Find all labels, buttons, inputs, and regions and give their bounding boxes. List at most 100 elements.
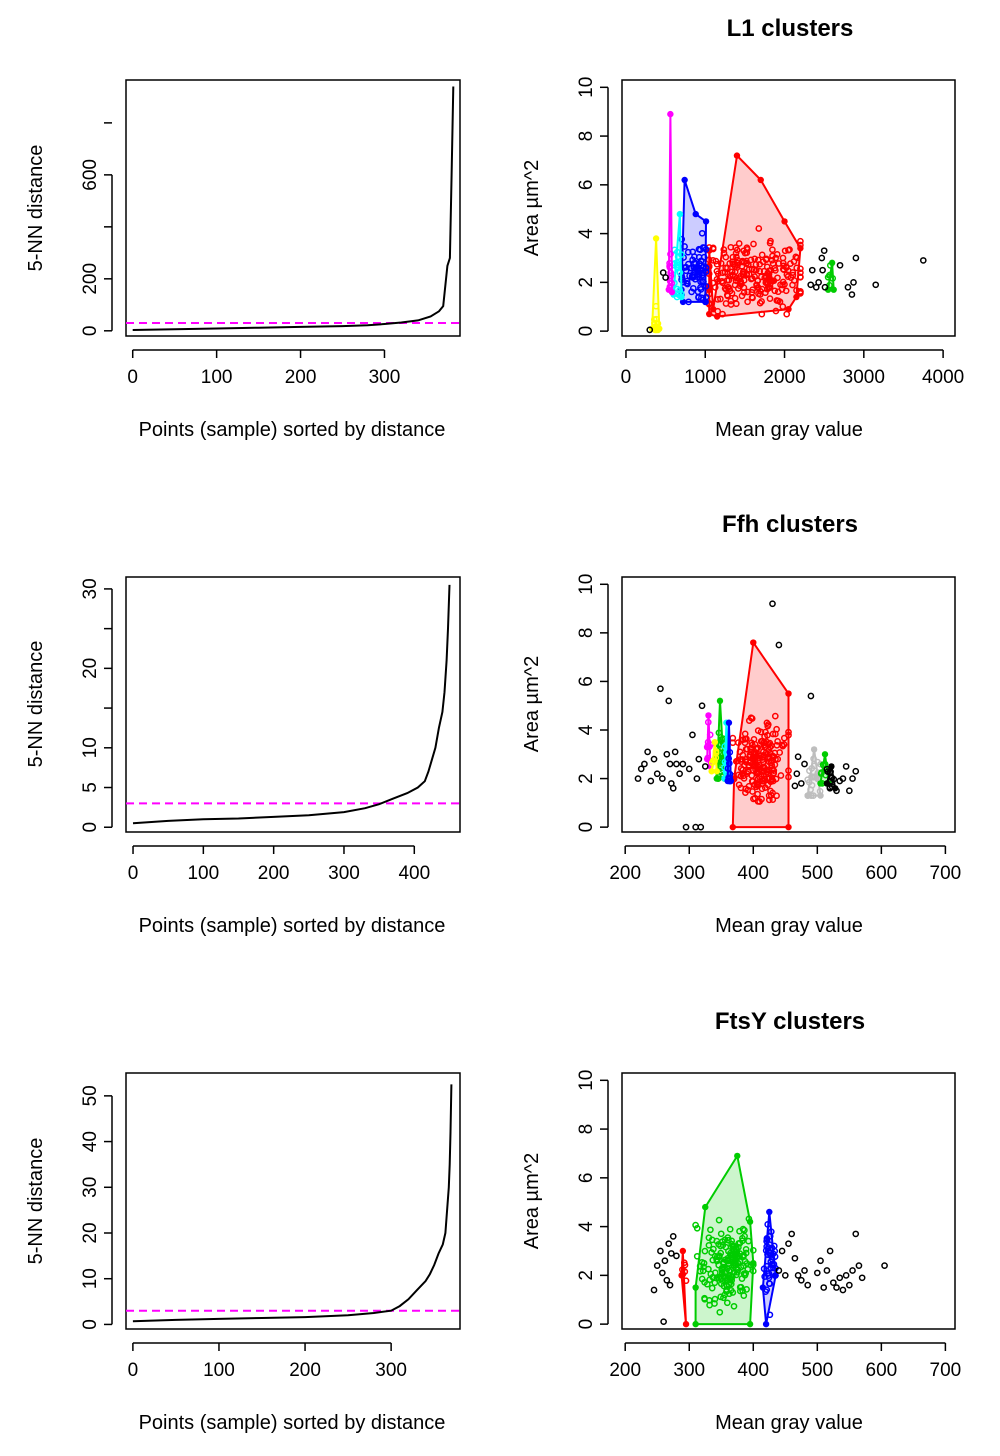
cluster-point xyxy=(666,262,673,270)
noise-point xyxy=(666,760,674,768)
cluster-point xyxy=(761,775,769,783)
x-tick-label: 100 xyxy=(201,367,233,388)
cluster-hull-vertex xyxy=(762,1320,770,1328)
cluster-hull-vertex xyxy=(817,780,824,787)
x-tick-label: 700 xyxy=(930,1360,962,1381)
noise-point xyxy=(685,765,693,773)
cluster-point xyxy=(691,275,699,283)
cluster-hull-vertex xyxy=(713,313,721,320)
cluster-point xyxy=(766,1311,774,1319)
y-tick-label: 8 xyxy=(576,1124,597,1135)
noise-point xyxy=(849,775,856,782)
y-tick-label: 40 xyxy=(80,1131,101,1152)
y-tick-label: 8 xyxy=(576,628,597,639)
cluster-point xyxy=(770,1264,777,1272)
cluster-hull-vertex xyxy=(713,768,720,775)
cluster-point xyxy=(767,1228,775,1236)
cluster-point xyxy=(792,253,800,261)
noise-point xyxy=(794,1272,802,1279)
cluster-point xyxy=(711,1279,719,1287)
x-tick-label: 600 xyxy=(866,1360,898,1381)
y-tick-label: 4 xyxy=(576,724,597,735)
cluster-point xyxy=(763,1235,771,1242)
cluster-point xyxy=(677,290,685,298)
cluster-point xyxy=(765,796,773,804)
y-axis-label-knn-2: 5-NN distance xyxy=(25,641,47,768)
noise-point xyxy=(698,702,706,710)
cluster-point xyxy=(747,714,755,722)
noise-point xyxy=(839,775,847,782)
cluster-hull-vertex xyxy=(729,823,736,831)
cluster-point xyxy=(720,246,728,253)
x-tick-label: 200 xyxy=(258,863,290,884)
cluster-point xyxy=(827,777,834,785)
noise-point xyxy=(791,782,799,790)
plot-frame xyxy=(621,1072,956,1330)
noise-point xyxy=(844,283,852,291)
cluster-point xyxy=(780,741,788,748)
noise-point xyxy=(785,1240,792,1248)
cluster-point xyxy=(762,256,770,264)
cluster-point xyxy=(772,307,780,315)
noise-point xyxy=(667,1250,675,1257)
cluster-point xyxy=(764,722,772,730)
cluster-point xyxy=(756,267,764,275)
cluster-point xyxy=(797,241,804,249)
noise-point xyxy=(852,1230,860,1238)
cluster-hull-vertex xyxy=(682,1320,690,1328)
cluster-point xyxy=(667,250,674,258)
cluster-hull-vertex xyxy=(667,110,674,118)
x-tick-label: 300 xyxy=(328,863,360,884)
plot-panel-5: 0 100 200 300 0 10 20 30 40 50 xyxy=(80,1072,461,1381)
cluster-point xyxy=(702,246,710,253)
cluster-point xyxy=(652,302,660,310)
cluster-point xyxy=(766,1249,774,1257)
cluster-point xyxy=(754,757,762,765)
y-axis-label-knn-3: 5-NN distance xyxy=(25,1138,47,1265)
cluster-hull-vertex xyxy=(725,719,733,726)
cluster-point xyxy=(754,798,762,805)
cluster-point xyxy=(761,733,768,740)
y-tick-label: 0 xyxy=(576,1319,597,1330)
cluster-hull-vertex xyxy=(750,639,757,646)
chart-title-ftsy: FtsY clusters xyxy=(715,1008,865,1035)
x-tick-label: 1000 xyxy=(684,367,726,388)
cluster-point xyxy=(828,774,836,782)
cluster-point xyxy=(785,773,792,781)
cluster-point xyxy=(708,1284,716,1292)
cluster-point xyxy=(782,287,790,295)
y-tick-label: 600 xyxy=(80,159,101,191)
cluster-point xyxy=(761,274,769,282)
cluster-hull-vertex xyxy=(678,1272,685,1279)
plot-frame xyxy=(125,1072,461,1330)
cluster-point xyxy=(666,283,674,291)
cluster-point xyxy=(723,1286,730,1293)
x-tick-label: 3000 xyxy=(843,367,885,388)
cluster-point xyxy=(673,285,681,293)
noise-point xyxy=(665,697,673,705)
cluster-point xyxy=(757,728,765,736)
noise-point xyxy=(849,1267,856,1274)
cluster-point xyxy=(735,240,743,247)
cluster-point xyxy=(719,1272,727,1280)
cluster-point xyxy=(753,783,760,791)
cluster-point xyxy=(749,788,756,795)
x-tick-label: 400 xyxy=(737,1360,769,1381)
cluster-point xyxy=(785,728,792,736)
noise-point xyxy=(673,1252,680,1260)
y-axis-label-scatter-2: Area µm^2 xyxy=(521,656,543,753)
cluster-hull-vertex xyxy=(652,235,660,242)
cluster-point xyxy=(710,1245,717,1253)
y-tick-label: 6 xyxy=(576,1173,597,1184)
noise-point xyxy=(919,257,927,264)
noise-point xyxy=(693,775,701,782)
cluster-point xyxy=(705,1234,713,1242)
cluster-point xyxy=(713,267,721,275)
noise-point xyxy=(820,247,828,255)
cluster-point xyxy=(759,780,766,788)
cluster-point xyxy=(733,1253,741,1260)
cluster-point xyxy=(760,763,768,771)
cluster-point xyxy=(756,291,764,298)
cluster-point xyxy=(757,752,764,760)
x-tick-label: 600 xyxy=(866,863,898,884)
